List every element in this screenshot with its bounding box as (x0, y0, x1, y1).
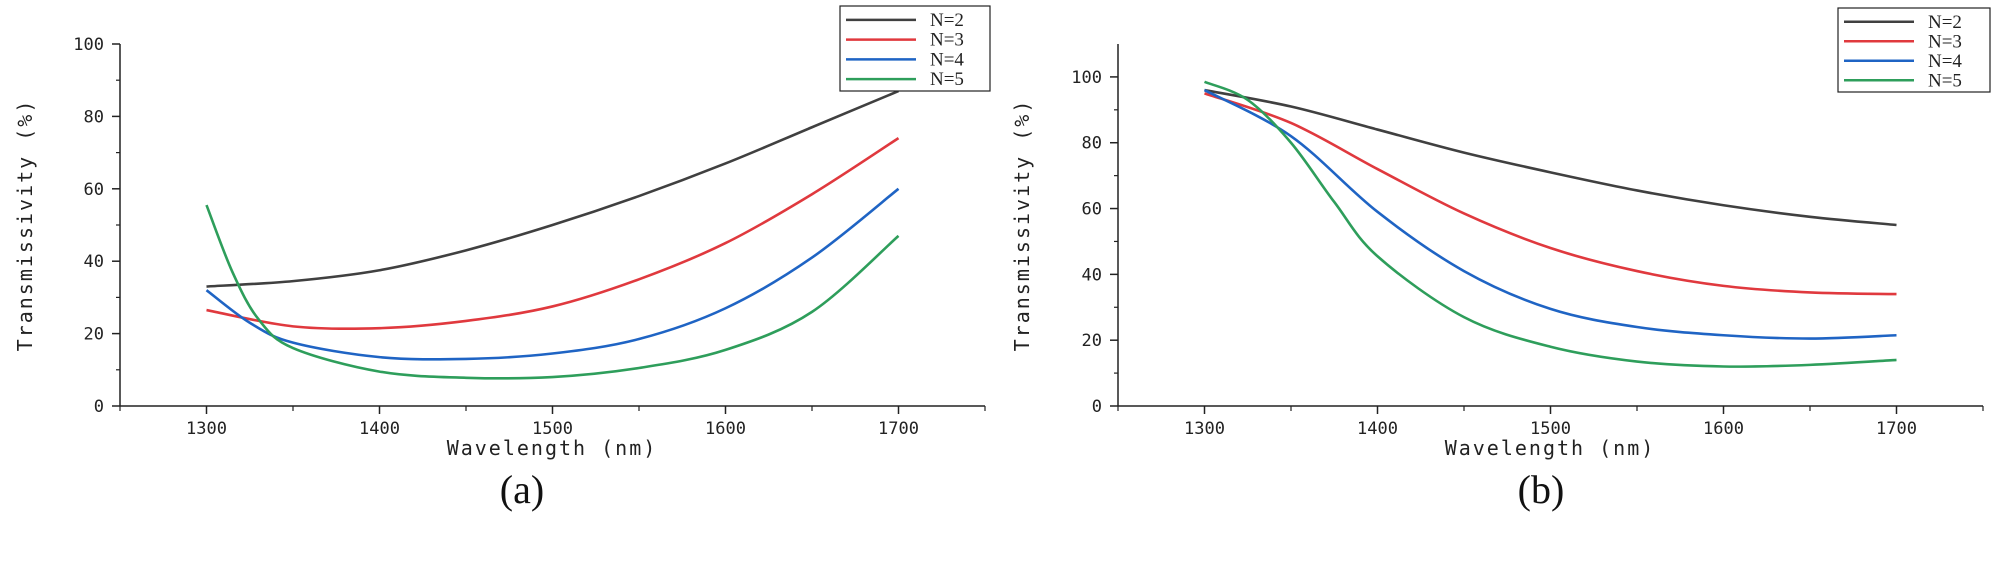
y-tick-label: 80 (1082, 134, 1102, 154)
y-axis-label: Transmissivity (%) (13, 99, 37, 352)
x-tick-label: 1600 (705, 419, 746, 439)
legend-label-N4: N=4 (1928, 51, 1962, 72)
x-tick-label: 1700 (878, 419, 919, 439)
y-axis-label: Transmissivity (%) (1010, 99, 1034, 352)
x-tick-label: 1300 (1184, 419, 1225, 439)
legend-label-N4: N=4 (930, 49, 964, 70)
y-tick-label: 100 (1071, 68, 1102, 88)
x-tick-label: 1400 (1357, 419, 1398, 439)
legend-label-N5: N=5 (1928, 70, 1962, 91)
y-tick-label: 80 (84, 107, 104, 127)
y-tick-label: 40 (1082, 265, 1102, 285)
legend-label-N5: N=5 (930, 69, 964, 90)
series-line-N5 (205, 204, 900, 380)
panel-a-chart: 0 20 40 60 80 100 1300 1400 1500 1600 1700 Waveleng… (13, 5, 991, 512)
y-tick-label: 60 (1082, 200, 1102, 220)
series-line-N3 (206, 137, 900, 331)
series-line-N3 (1204, 92, 1897, 296)
y-tick-label: 40 (84, 252, 104, 272)
x-tick-label: 1500 (1530, 419, 1571, 439)
panel-label: (a) (500, 467, 544, 512)
legend-label-N3: N=3 (930, 30, 964, 51)
x-axis-label: Wavelength (nm) (447, 436, 658, 460)
series-line-N2 (1204, 88, 1897, 227)
y-tick-label: 0 (94, 397, 104, 417)
y-tick-label: 60 (84, 180, 104, 200)
y-tick-label: 0 (1092, 397, 1102, 417)
y-tick-label: 100 (73, 35, 104, 55)
legend-label-N3: N=3 (1928, 31, 1962, 52)
panel-label: (b) (1518, 467, 1565, 512)
x-tick-label: 1400 (359, 419, 400, 439)
y-tick-label: 20 (84, 325, 104, 345)
legend-label-N2: N=2 (930, 10, 964, 31)
x-tick-label: 1300 (186, 419, 227, 439)
y-tick-label: 20 (1082, 331, 1102, 351)
x-axis-label: Wavelength (nm) (1445, 436, 1656, 460)
series-line-N5 (1203, 80, 1897, 368)
x-tick-label: 1500 (532, 419, 573, 439)
panel-b-chart: 0 20 40 60 80 100 1300 1400 1500 1600 1700 Waveleng… (1010, 7, 1991, 512)
series-line-N4 (1203, 88, 1897, 340)
legend-label-N2: N=2 (1928, 12, 1962, 33)
series-line-N4 (205, 187, 900, 361)
x-tick-label: 1700 (1876, 419, 1917, 439)
x-tick-label: 1600 (1703, 419, 1744, 439)
series-line-N2 (206, 89, 900, 288)
